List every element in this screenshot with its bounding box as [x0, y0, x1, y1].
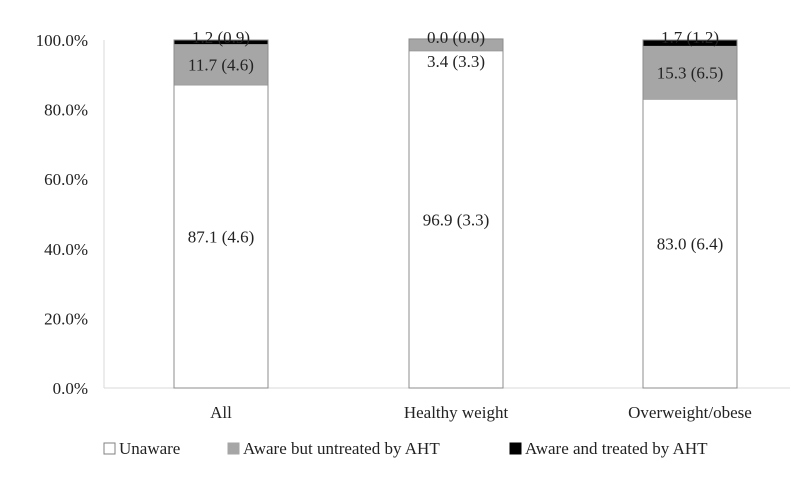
y-tick-label: 80.0% — [44, 101, 88, 120]
bar-segment-aware-but-untreated-by-aht-healthy-weight — [409, 38, 503, 51]
data-label-unaware: 87.1 (4.6) — [188, 227, 255, 246]
data-label-aware-untreated: 11.7 (4.6) — [188, 56, 254, 75]
data-label-aware-untreated: 3.4 (3.3) — [427, 52, 485, 71]
x-category-label: All — [210, 403, 232, 422]
bar-stack-outline — [408, 38, 504, 389]
data-label-unaware: 96.9 (3.3) — [423, 210, 490, 229]
legend-label-aware-but-untreated-by-aht: Aware but untreated by AHT — [243, 439, 440, 458]
bar-segment-aware-and-treated-by-aht-all — [174, 40, 268, 45]
y-tick-label: 20.0% — [44, 309, 88, 328]
x-axis-category-labels: All Healthy weight Overweight/obese — [210, 403, 752, 422]
x-category-label: Overweight/obese — [628, 403, 752, 422]
bar-stacks — [173, 38, 738, 389]
data-labels: 87.1 (4.6) 11.7 (4.6) 1.2 (0.9) 96.9 (3.3) 3… — [188, 28, 724, 254]
bar-segment-aware-but-untreated-by-aht-overweight-obese — [643, 45, 737, 100]
legend-label-unaware: Unaware — [119, 439, 180, 458]
y-tick-label: 0.0% — [53, 379, 88, 398]
y-tick-label: 60.0% — [44, 170, 88, 189]
y-tick-label: 100.0% — [36, 31, 88, 50]
bar-stack-outline — [642, 39, 738, 389]
data-label-aware-treated: 1.7 (1.2) — [661, 28, 719, 47]
bar-segment-unaware-healthy-weight — [408, 50, 504, 389]
data-label-aware-untreated: 15.3 (6.5) — [657, 64, 724, 83]
bar-segment-aware-and-treated-by-aht-overweight-obese — [643, 40, 737, 46]
x-category-label: Healthy weight — [404, 403, 509, 422]
bar-stack-outline — [173, 39, 269, 389]
data-label-aware-treated: 1.2 (0.9) — [192, 28, 250, 47]
data-label-unaware: 83.0 (6.4) — [657, 235, 724, 254]
legend-swatch-unaware — [103, 442, 116, 455]
legend-swatch-aware-and-treated-by-aht — [509, 442, 522, 455]
legend: Unaware Aware but untreated by AHT Aware a… — [103, 439, 708, 458]
y-tick-label: 40.0% — [44, 240, 88, 259]
legend-swatch-aware-but-untreated-by-aht — [227, 442, 240, 455]
data-label-aware-treated: 0.0 (0.0) — [427, 28, 485, 47]
bar-segment-aware-but-untreated-by-aht-all — [174, 44, 268, 85]
legend-label-aware-and-treated-by-aht: Aware and treated by AHT — [525, 439, 708, 458]
y-axis-tick-labels: 0.0% 20.0% 40.0% 60.0% 80.0% 100.0% — [36, 31, 88, 398]
bar-segment-unaware-overweight-obese — [642, 98, 738, 389]
